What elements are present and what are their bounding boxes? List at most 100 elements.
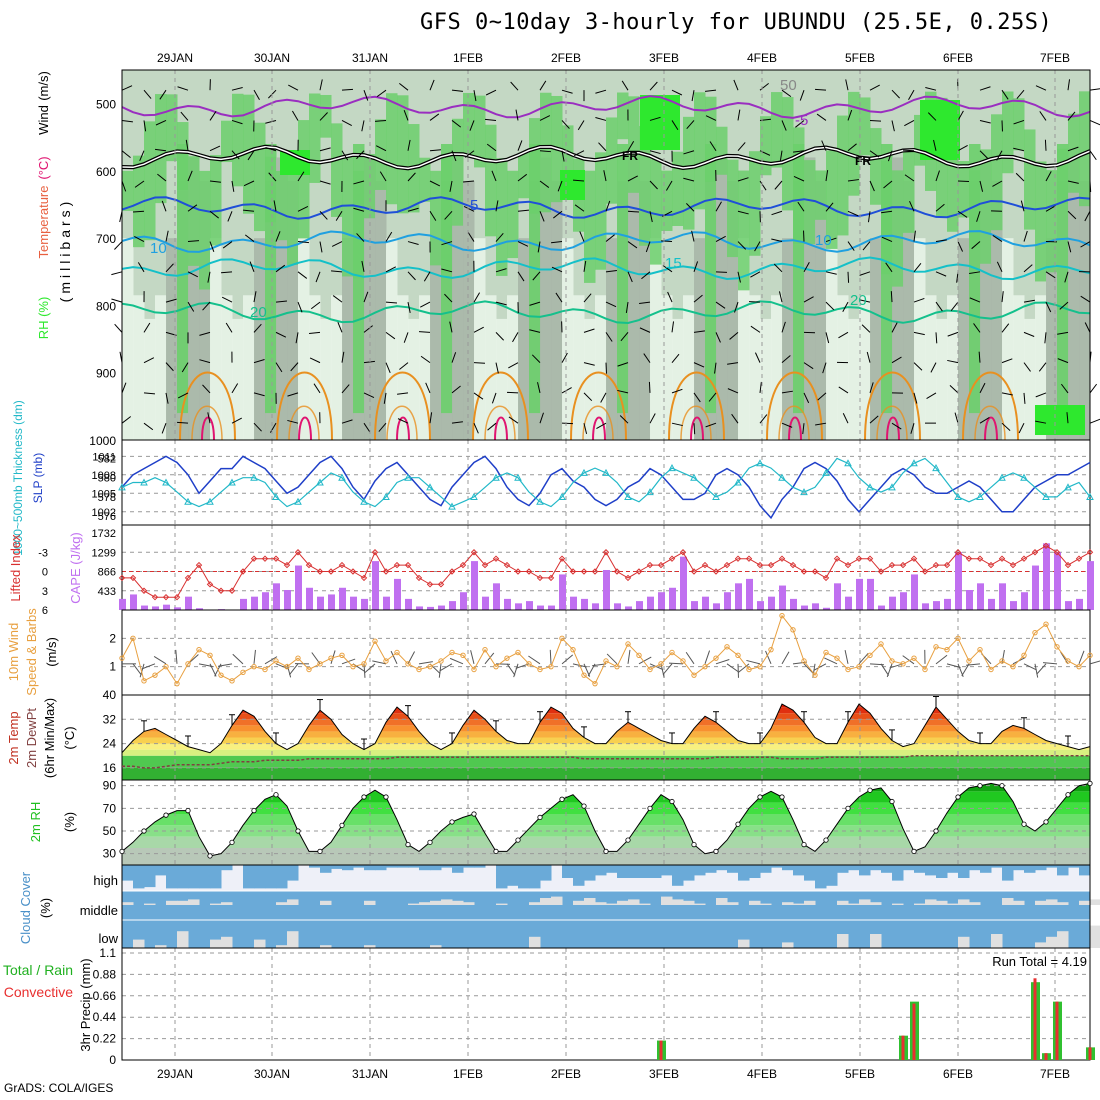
wind-barb [1038,362,1047,372]
wind-speed-marker [1010,663,1016,670]
wind-barb [759,180,767,191]
isotherm-label: 10 [815,232,832,249]
cape-bar [845,596,852,610]
cape-bar [603,569,610,610]
wind-barb [671,422,683,427]
wind-barb [319,147,331,152]
li-marker [360,574,368,582]
li-marker [184,574,192,582]
cloud-low-gap [529,936,541,948]
wind-barb [976,211,981,222]
wind-barb [935,271,947,277]
precip-conv-bar [1033,978,1037,1060]
isotherm-warm [668,371,725,441]
temp-tick: 40 [103,688,117,702]
wind-speed-marker [691,672,697,678]
wind-barb [774,180,783,190]
wind-barb [155,119,167,126]
cape-bar [427,606,434,610]
wind-speed-marker [922,666,928,673]
cloud-low-gap [991,934,1003,948]
li-marker [1031,549,1039,556]
wind-barb [473,326,484,333]
wind-barb [715,201,722,212]
surface-wind-barb [813,663,827,671]
precip-conv-bar [1055,1001,1059,1060]
wind-barb [397,418,409,424]
rh-moist [859,97,871,156]
li-marker [382,568,390,575]
wind-barb [705,89,717,92]
rh-column [738,238,750,440]
wind-barb [441,241,453,246]
wind-speed-marker [493,663,499,670]
wind-barb [913,262,922,273]
wind-speed-marker [1043,621,1049,627]
wind-barb [795,120,805,128]
li-marker [833,555,841,562]
wind-speed-marker [383,658,389,664]
rh-column [859,295,871,440]
date-label-top: 30JAN [254,51,290,65]
rh-marker [713,848,719,855]
rh-column [232,318,244,440]
wind-barb [969,297,981,303]
wind-barb [649,180,658,190]
rh-moist [331,123,343,217]
wind-barb [715,271,728,273]
wind-barb [202,384,211,394]
wind-speed-marker [119,655,125,661]
wind-barb [220,271,233,274]
cape-bar [438,605,445,610]
wind-speed-marker [515,649,521,656]
li-marker [1053,549,1061,556]
surface-wind-barb [364,663,376,674]
wind-axis-label-2: Speed & Barbs [24,608,39,696]
temp-band [122,704,1090,708]
pressure-tick: 600 [96,165,116,179]
cape-bar [658,592,665,610]
cloud-mid-gap [892,903,904,905]
thickness-line [121,457,1091,508]
wind-speed-marker [482,646,488,653]
wind-barb [473,292,481,303]
thickness-marker [184,497,192,505]
wind-barb [561,89,573,94]
wind-barb [397,392,409,395]
rh-moist [991,114,1003,231]
rh-column [639,181,651,441]
isotherm-warm [179,371,236,441]
wind-barb [429,211,437,221]
wind-barb [861,324,871,333]
rh-moist [375,119,387,190]
rh-moist [122,170,134,211]
cape-bar [372,561,379,610]
wind-barb [531,354,541,363]
wind-barb [244,234,255,242]
cape-bar [724,592,731,610]
li-axis-label: Lifted Index [8,534,23,602]
cloud-high-bar [771,865,783,868]
rh-marker [449,819,455,825]
li-marker [635,568,643,575]
wind-speed-marker [966,658,972,664]
wind-barb [803,296,814,303]
wind-barb [1045,271,1056,279]
wind-barb [867,211,871,223]
thickness-marker [866,483,874,491]
cape-bar [251,596,258,610]
li-marker [437,581,445,588]
wind-speed-marker [339,652,345,659]
li-marker [976,555,984,562]
surface-wind-barb [606,653,618,665]
surface-wind-barb [372,660,387,665]
wind-speed-marker [262,666,268,673]
wind-speed-marker [944,646,950,653]
wind-axis-label-3: (m/s) [44,637,59,667]
thickness-marker [580,468,588,476]
cape-bar [1065,601,1072,610]
temp-band [122,737,1090,744]
wind-barb [621,80,629,91]
cloud-high-bar [496,865,508,889]
wind-barb [429,79,435,91]
